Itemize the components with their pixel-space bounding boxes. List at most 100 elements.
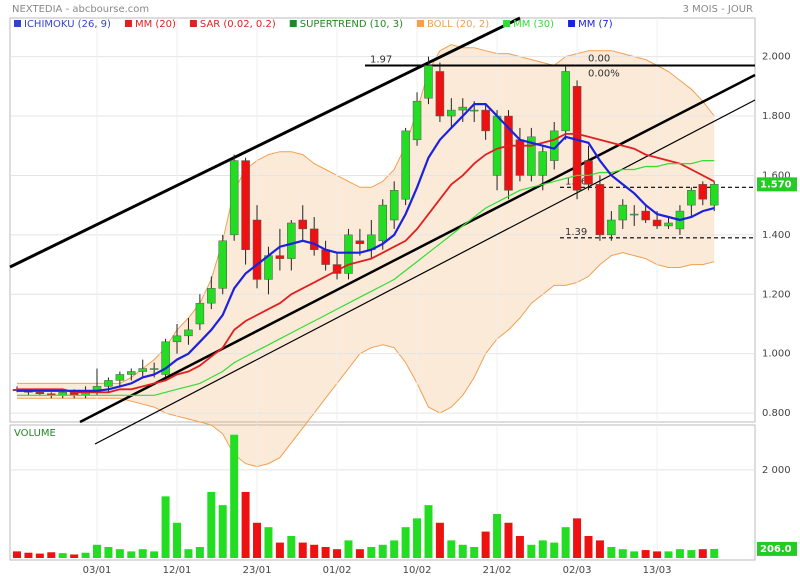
candle-body xyxy=(104,380,113,387)
volume-bar xyxy=(13,551,21,558)
last-value-label: 1.570 xyxy=(760,179,792,190)
x-tick-label: 13/03 xyxy=(643,565,672,576)
volume-bar xyxy=(47,552,56,558)
volume-bar xyxy=(161,496,170,558)
candle-body xyxy=(378,204,388,242)
candle-body xyxy=(561,71,570,132)
legend-swatch xyxy=(14,20,21,27)
legend-swatch xyxy=(503,20,511,27)
volume-bar xyxy=(607,546,616,558)
volume-bar xyxy=(515,535,524,558)
volume-bar xyxy=(675,549,684,558)
candle-body xyxy=(664,222,673,227)
candle-body xyxy=(149,368,159,370)
volume-bar xyxy=(150,551,159,558)
volume-bar xyxy=(527,544,536,558)
legend-label: MM (20) xyxy=(135,19,176,30)
volume-bar xyxy=(618,549,627,558)
volume-bar xyxy=(710,548,719,558)
volume-bar xyxy=(573,518,582,558)
volume-bar xyxy=(173,522,182,558)
volume-bar xyxy=(470,546,479,558)
candle-body xyxy=(698,184,708,200)
candle-body xyxy=(138,368,147,372)
x-tick-label: 12/01 xyxy=(163,565,192,576)
candle-body xyxy=(504,115,513,191)
volume-bar xyxy=(413,518,422,558)
volume-bar xyxy=(104,546,113,558)
y-tick-label: 1.600 xyxy=(762,170,791,181)
band-layer xyxy=(17,44,715,468)
candle-body xyxy=(229,160,239,236)
candle-body xyxy=(458,106,468,111)
fibo-label: 0.00 xyxy=(588,54,610,65)
volume-bar xyxy=(698,549,707,558)
candle-body xyxy=(275,255,285,259)
y-tick-label: 1.200 xyxy=(762,289,791,300)
moving-average xyxy=(17,160,715,396)
volume-bar xyxy=(424,505,433,558)
trend-line xyxy=(79,73,756,424)
candle-body xyxy=(709,184,719,206)
volume-bar xyxy=(595,540,604,558)
volume-bar xyxy=(58,553,67,558)
level-label: 1.97 xyxy=(370,55,392,66)
volume-label: VOLUME xyxy=(14,428,56,439)
level-label: 1.39 xyxy=(565,227,587,238)
volume-bar xyxy=(481,531,490,558)
legend-label: SAR (0.02, 0.2) xyxy=(200,19,276,30)
volume-bar xyxy=(561,527,570,558)
legend-swatch xyxy=(289,20,297,27)
candle-body xyxy=(435,71,445,117)
volume-bar xyxy=(458,544,467,558)
y-tick-label: 1.000 xyxy=(762,349,791,360)
legend-swatch xyxy=(124,20,132,27)
volume-bar xyxy=(24,552,33,558)
volume-bar xyxy=(355,549,364,558)
volume-bar xyxy=(447,540,456,558)
bollinger-area xyxy=(17,44,715,467)
volume-bar xyxy=(538,540,547,558)
volume-bar xyxy=(115,549,124,558)
candle-body xyxy=(469,109,479,112)
volume-bar xyxy=(641,550,650,558)
candle-body xyxy=(401,130,410,200)
x-tick-label: 03/01 xyxy=(83,565,112,576)
candle-body xyxy=(321,249,330,265)
volume-bar xyxy=(35,553,44,558)
main-layer: 0.800 1.000 1.200 1.400 1.600 1.800 2.000 2 000… xyxy=(12,19,797,576)
candle-body xyxy=(481,109,490,132)
candle-body xyxy=(447,109,456,117)
candle-body xyxy=(287,222,296,259)
legend-label: SUPERTREND (10, 3) xyxy=(300,19,403,30)
bollinger-lower xyxy=(17,252,715,468)
last-value-label: 206.0 xyxy=(760,544,792,555)
volume-bar xyxy=(70,554,79,558)
volume-bar xyxy=(435,522,444,558)
header-title: NEXTEDIA - abcbourse.com xyxy=(12,4,149,15)
candle-body xyxy=(241,160,250,250)
candle-body xyxy=(184,329,193,337)
volume-bar xyxy=(653,551,662,558)
bollinger-upper xyxy=(17,44,715,384)
candle-body xyxy=(195,302,205,325)
candle-body xyxy=(127,371,136,375)
legend-swatch xyxy=(416,20,424,27)
candle-body xyxy=(629,213,639,216)
trend-line xyxy=(94,99,756,445)
candle-body xyxy=(584,160,593,185)
moving-average xyxy=(17,133,715,394)
volume-bar xyxy=(253,522,262,558)
volume-bar xyxy=(664,551,673,558)
volume-bar xyxy=(550,542,559,558)
x-tick-label: 01/02 xyxy=(323,565,352,576)
candle-body xyxy=(412,100,422,141)
legend-swatch xyxy=(189,20,197,27)
volume-bar xyxy=(333,549,342,558)
candle-body xyxy=(527,136,536,176)
candle-body xyxy=(161,341,170,375)
volume-bar xyxy=(287,535,296,558)
candle-body xyxy=(652,219,662,227)
